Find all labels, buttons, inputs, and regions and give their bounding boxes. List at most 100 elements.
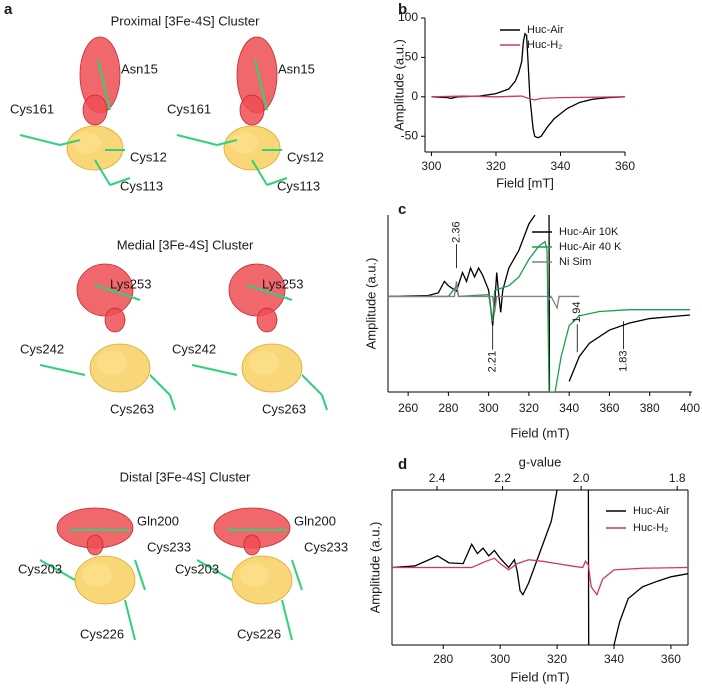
residue-label: Cys263: [110, 401, 154, 416]
residue-label: Asn15: [121, 61, 158, 76]
panel-label: d: [398, 456, 407, 473]
plot-area: [392, 490, 688, 645]
structure-title: Proximal [3Fe-4S] Cluster: [111, 13, 260, 28]
residue-label: Cys161: [167, 101, 211, 116]
spectrum-line: [431, 95, 626, 101]
x-tick-label: 280: [438, 401, 458, 415]
stick: [39, 364, 86, 376]
density-red: [104, 307, 126, 333]
stick: [321, 394, 328, 411]
x2-tick-label: 2.0: [573, 471, 590, 485]
legend-label: Huc-Air: [633, 505, 670, 517]
residue-label: Gln200: [294, 513, 336, 528]
residue-label: Lys253: [262, 276, 303, 291]
spectrum-line: [388, 215, 691, 392]
density-red: [228, 263, 286, 317]
annotation: 2.21: [487, 351, 499, 372]
legend-label: Huc-H₂: [527, 39, 562, 51]
x-axis-title: Field (mT): [510, 425, 569, 440]
x-tick-label: 300: [479, 401, 499, 415]
residue-label: Cys263: [262, 401, 306, 416]
density-yellow: [239, 563, 269, 587]
x-tick-label: 320: [486, 159, 506, 173]
x-tick-label: 300: [421, 159, 441, 173]
residue-label: Cys233: [304, 539, 348, 554]
x-tick-label: 260: [398, 401, 418, 415]
annotation: 1.83: [617, 350, 629, 371]
stick: [97, 59, 111, 111]
stick: [169, 394, 176, 411]
density-red: [76, 263, 134, 317]
y-axis-title: Amplitude (a.u.): [367, 522, 382, 614]
residue-label: Cys226: [80, 626, 124, 641]
density-yellow: [230, 132, 258, 154]
x-axis-title: Field (mT): [510, 669, 569, 684]
residue-label: Cys12: [287, 149, 324, 164]
legend-label: Huc-H₂: [633, 522, 668, 534]
stick: [19, 134, 61, 146]
stick: [94, 159, 111, 186]
stick: [266, 177, 288, 186]
spectrum-line: [388, 281, 580, 313]
stick: [149, 374, 171, 396]
x-tick-label: 380: [640, 401, 660, 415]
stick: [301, 374, 323, 396]
legend-label: Ni Sim: [559, 256, 591, 268]
residue-label: Cys12: [130, 149, 167, 164]
structure-title: Distal [3Fe-4S] Cluster: [120, 469, 251, 484]
stick: [59, 139, 81, 146]
stick: [281, 599, 293, 641]
y-tick-label: -50: [401, 128, 419, 142]
residue-label: Cys242: [20, 341, 64, 356]
x-tick-label: 400: [680, 401, 700, 415]
annotation: 2.36: [450, 221, 462, 242]
x-axis-title: Field [mT]: [496, 175, 554, 190]
stick: [251, 159, 268, 186]
spectrum-line: [392, 557, 688, 596]
residue-label: Asn15: [278, 61, 315, 76]
panel-label: a: [4, 1, 13, 18]
x-tick-label: 360: [615, 159, 635, 173]
x-tick-label: 340: [550, 159, 570, 173]
x-tick-label: 280: [433, 652, 453, 666]
density-yellow: [73, 132, 101, 154]
density-red: [86, 534, 104, 556]
panel-label: c: [398, 201, 406, 218]
residue-label: Cys242: [172, 341, 216, 356]
plot-area: [388, 215, 691, 392]
legend-label: Huc-Air 10K: [559, 226, 619, 238]
annotation: 1.94: [571, 301, 583, 322]
stick: [134, 559, 146, 591]
stick: [191, 364, 238, 376]
stick: [216, 139, 238, 146]
residue-label: Cys233: [147, 539, 191, 554]
stick: [196, 559, 233, 581]
spectrum-line: [431, 32, 626, 139]
residue-label: Gln200: [137, 513, 179, 528]
density-yellow: [82, 563, 112, 587]
y-axis-title: Amplitude (a.u.): [363, 258, 378, 350]
residue-label: Cys203: [18, 561, 62, 576]
density-red: [239, 94, 265, 126]
y-tick-label: 50: [405, 50, 419, 64]
legend-label: Huc-Air: [527, 24, 564, 36]
stick: [124, 599, 136, 641]
panel-label: b: [398, 1, 407, 18]
x-tick-label: 320: [547, 652, 567, 666]
residue-label: Cys226: [237, 626, 281, 641]
x-tick-label: 360: [599, 401, 619, 415]
x2-tick-label: 2.4: [429, 471, 446, 485]
stick: [94, 284, 141, 301]
x-tick-label: 360: [661, 652, 681, 666]
residue-label: Cys113: [120, 178, 163, 193]
stick: [254, 59, 268, 111]
x2-axis-title: g-value: [519, 454, 562, 469]
residue-label: Cys203: [175, 561, 219, 576]
density-red: [256, 307, 278, 333]
stick: [109, 177, 131, 186]
density-yellow: [249, 351, 279, 375]
x2-tick-label: 1.8: [669, 471, 686, 485]
x-tick-label: 300: [490, 652, 510, 666]
plot-area: [431, 32, 626, 139]
